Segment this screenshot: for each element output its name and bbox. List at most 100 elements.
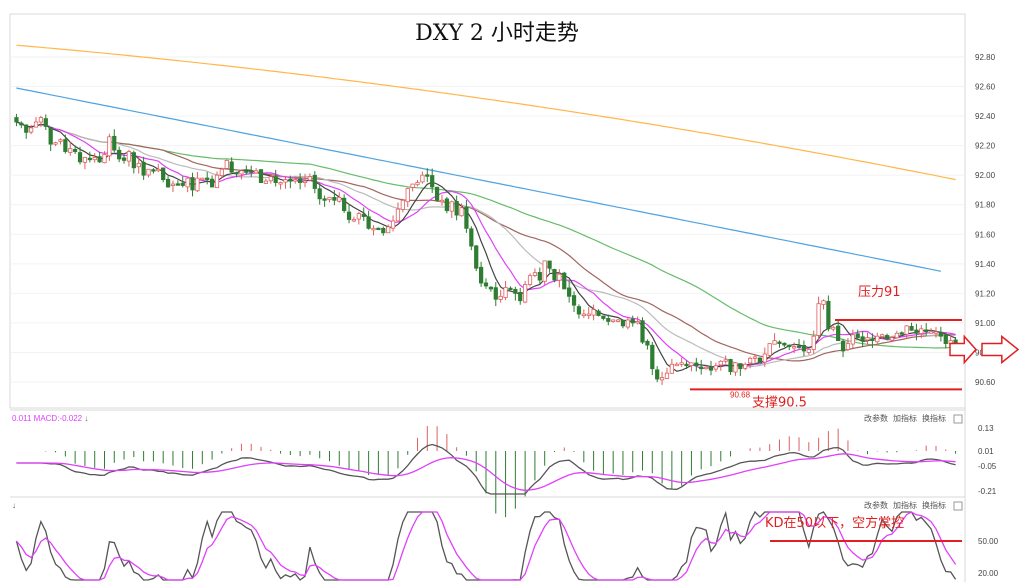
candle xyxy=(552,268,557,283)
price-tick-label: 91.00 xyxy=(975,319,996,328)
candle xyxy=(376,227,381,231)
candle xyxy=(405,187,410,208)
candle xyxy=(606,314,611,326)
candle xyxy=(469,226,474,251)
candle-body xyxy=(258,169,264,183)
candle-body xyxy=(405,188,410,203)
candle xyxy=(562,271,567,290)
low-price-label: 90.68 xyxy=(730,390,751,399)
candle xyxy=(449,200,454,218)
candle-body xyxy=(337,196,342,202)
candle-body xyxy=(156,168,161,172)
candle xyxy=(596,309,601,317)
candle-body xyxy=(249,170,254,173)
candle xyxy=(53,141,58,147)
candle-body xyxy=(567,287,572,297)
candle xyxy=(650,341,655,376)
candle xyxy=(537,267,542,284)
candle-body xyxy=(58,139,63,142)
candle-body xyxy=(53,142,58,145)
candle xyxy=(483,278,489,289)
ma-line-ma_pink xyxy=(16,121,956,370)
macd-yaxis: 0.13 0.01 -0.05 -0.21 xyxy=(978,424,997,496)
candle-body xyxy=(43,118,48,127)
candle xyxy=(728,358,733,375)
candle xyxy=(718,360,723,371)
candle-body xyxy=(376,227,381,231)
candle xyxy=(933,327,939,338)
candle xyxy=(889,336,895,343)
candle xyxy=(317,183,322,205)
candle xyxy=(38,115,44,127)
candle xyxy=(229,157,234,173)
candle-body xyxy=(356,213,361,220)
candle xyxy=(796,338,802,349)
candle xyxy=(430,168,435,193)
kd-button-params[interactable]: 改参数 xyxy=(864,500,888,510)
candle-body xyxy=(889,337,895,341)
candle xyxy=(493,282,498,307)
candle-body xyxy=(107,136,112,157)
macd-button-add[interactable]: 加指标 xyxy=(893,413,917,423)
candle xyxy=(743,362,748,371)
candle-body xyxy=(655,369,660,380)
candle xyxy=(439,194,445,206)
candle xyxy=(777,340,782,348)
candle xyxy=(278,181,283,190)
candle xyxy=(170,180,176,192)
macd-close-icon[interactable] xyxy=(953,414,963,424)
candle xyxy=(659,371,665,385)
candle xyxy=(899,331,904,335)
candle xyxy=(298,173,303,190)
candle xyxy=(615,318,621,323)
candle-body xyxy=(836,325,841,342)
candle-body xyxy=(366,216,371,229)
candle-body xyxy=(708,367,714,371)
macd-button-switch[interactable]: 换指标 xyxy=(922,413,946,423)
candle xyxy=(826,295,831,332)
candle-body xyxy=(180,182,185,186)
candles xyxy=(14,113,958,385)
candle xyxy=(400,198,405,213)
candle xyxy=(48,126,53,152)
candle xyxy=(156,163,161,173)
candle-body xyxy=(420,174,425,183)
candle xyxy=(63,134,68,154)
candle-body xyxy=(914,329,919,334)
kd-button-add[interactable]: 加指标 xyxy=(893,500,917,510)
candle xyxy=(801,340,807,357)
candle-body xyxy=(175,183,180,186)
candle-body xyxy=(924,329,929,333)
candle xyxy=(351,216,357,223)
candle xyxy=(767,343,772,357)
price-tick-label: 92.40 xyxy=(975,112,996,121)
candle xyxy=(180,176,185,188)
candle-body xyxy=(283,179,288,183)
candle-body xyxy=(557,273,562,281)
price-tick-label: 92.00 xyxy=(975,171,996,180)
candle xyxy=(234,171,239,178)
candle-body xyxy=(840,340,846,352)
candle xyxy=(24,124,29,139)
macd-button-params[interactable]: 改参数 xyxy=(864,413,888,423)
right-arrow-icon xyxy=(949,334,978,365)
candle xyxy=(68,141,73,156)
support-label: 支撑90.5 xyxy=(752,395,807,410)
kd-button-switch[interactable]: 换指标 xyxy=(922,500,946,510)
candle-body xyxy=(464,206,469,229)
candle-body xyxy=(845,343,851,350)
candle-body xyxy=(796,345,802,348)
candle xyxy=(263,178,269,184)
candle-body xyxy=(170,183,176,186)
candle xyxy=(782,342,787,347)
candle xyxy=(464,199,469,233)
kd-close-icon[interactable] xyxy=(953,501,963,511)
candle xyxy=(894,330,899,339)
candle-body xyxy=(532,272,538,276)
candle xyxy=(381,226,386,236)
candle xyxy=(288,175,293,189)
candle xyxy=(806,348,811,355)
candle-body xyxy=(454,201,459,216)
candle-body xyxy=(933,331,939,334)
